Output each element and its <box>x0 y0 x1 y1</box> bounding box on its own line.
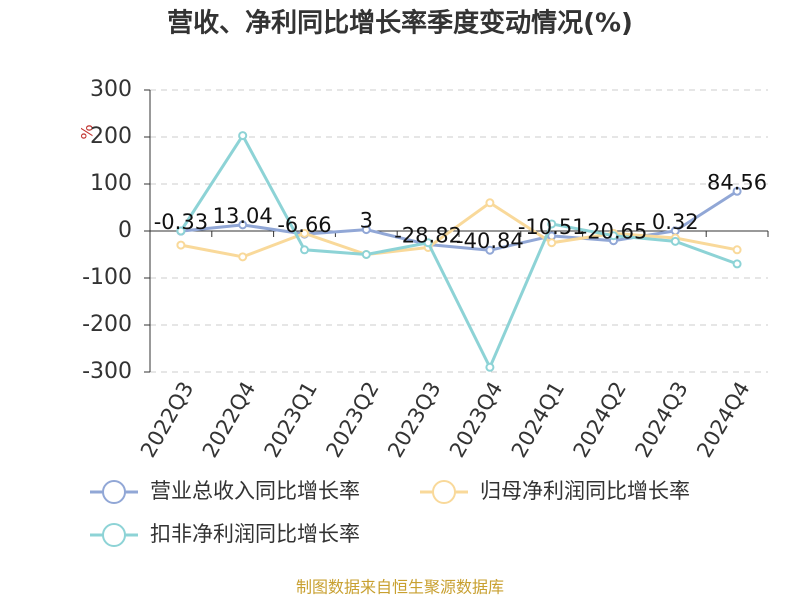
x-tick-label: 2024Q2 <box>569 378 631 462</box>
x-tick-label: 2023Q2 <box>321 378 383 462</box>
chart-title: 营收、净利同比增长率季度变动情况(%) <box>167 8 633 39</box>
x-tick-label: 2024Q4 <box>692 378 754 462</box>
x-tick-label: 2023Q1 <box>260 378 322 462</box>
data-label: 0.32 <box>652 210 699 234</box>
data-point <box>176 240 186 250</box>
data-point <box>361 225 371 235</box>
data-label: -20.65 <box>580 220 648 244</box>
data-point <box>361 250 371 259</box>
x-tick-label: 2024Q3 <box>630 378 692 462</box>
data-label: -6.66 <box>277 213 331 237</box>
legend-label: 扣非净利润同比增长率 <box>150 522 360 546</box>
data-label: -10.51 <box>518 215 586 239</box>
x-tick-label: 2023Q4 <box>445 378 507 462</box>
data-point <box>176 226 186 236</box>
data-label: -0.33 <box>154 210 208 234</box>
data-point <box>423 238 433 248</box>
data-point <box>238 252 248 262</box>
data-point <box>238 220 248 230</box>
x-tick-label: 2022Q3 <box>136 378 198 462</box>
y-tick-label: 200 <box>90 124 132 149</box>
series-line <box>179 132 738 371</box>
y-tick-label: 300 <box>90 77 132 102</box>
data-label: -40.84 <box>456 229 524 253</box>
data-point <box>300 228 309 238</box>
data-label: 3 <box>360 209 373 233</box>
data-point <box>670 236 680 246</box>
x-tick-label: 2023Q3 <box>383 377 445 461</box>
data-label: -28.82 <box>394 224 462 248</box>
y-tick-label: 0 <box>118 218 132 243</box>
legend-marker <box>102 523 126 547</box>
data-point <box>732 186 742 196</box>
legend-marker <box>432 480 456 504</box>
y-tick-label: -300 <box>82 359 132 384</box>
y-tick-label: -100 <box>82 265 132 290</box>
data-point <box>732 245 742 255</box>
data-point <box>609 231 618 241</box>
data-label: 84.56 <box>707 170 767 194</box>
legend-label: 营业总收入同比增长率 <box>150 479 360 503</box>
data-point <box>300 245 309 255</box>
data-label: 13.04 <box>213 204 273 228</box>
data-point <box>238 131 248 141</box>
data-point <box>547 238 557 248</box>
data-point <box>732 259 742 269</box>
series-line <box>180 200 738 259</box>
legend-label: 归母净利润同比增长率 <box>480 479 690 503</box>
y-tick-label: -200 <box>82 312 132 337</box>
x-tick-label: 2024Q1 <box>507 378 569 462</box>
data-point <box>547 219 557 229</box>
x-tick-label: 2022Q4 <box>198 378 260 462</box>
legend-marker <box>102 480 126 504</box>
data-point <box>485 245 495 255</box>
data-point <box>485 198 495 208</box>
y-tick-label: 100 <box>90 171 132 196</box>
source-note: 制图数据来自恒生聚源数据库 <box>296 578 504 597</box>
data-point <box>485 362 495 372</box>
y-axis-label: % <box>78 124 97 139</box>
